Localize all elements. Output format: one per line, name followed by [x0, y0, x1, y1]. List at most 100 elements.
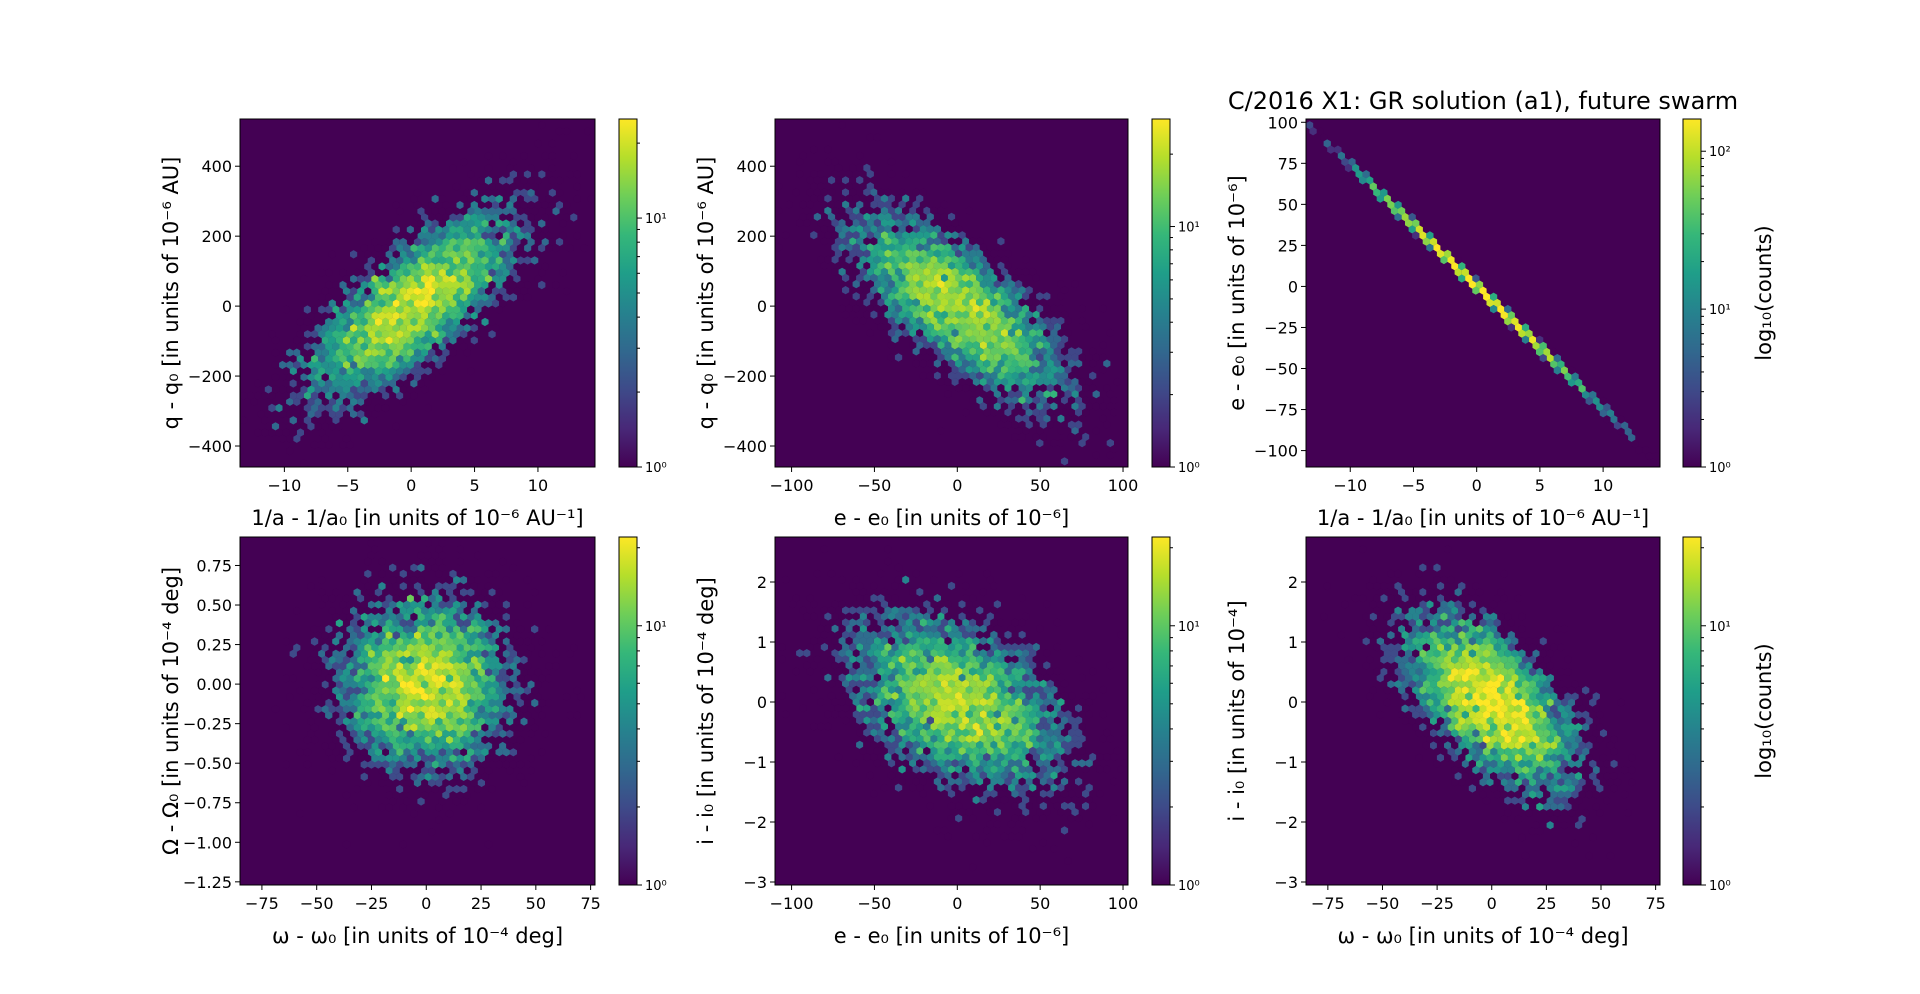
colorbar-tick-label: 10⁰ — [1178, 461, 1200, 476]
hexbin-cell — [1468, 784, 1476, 793]
hexbin-cell — [424, 563, 432, 572]
hexbin-cell — [1022, 685, 1030, 694]
hexbin-cell — [364, 336, 372, 345]
hexbin-cell — [463, 606, 471, 615]
hexbin-cell — [399, 385, 407, 394]
hexbin-cell — [410, 637, 418, 646]
hexbin-cell — [460, 735, 468, 745]
hexbin-cell — [1029, 844, 1037, 853]
hexbin-cell — [428, 655, 436, 665]
hexbin-cell — [1046, 728, 1054, 737]
hexbin-cell — [1412, 710, 1420, 719]
hexbin-cell — [424, 256, 432, 265]
hexbin-cell — [410, 231, 418, 240]
hexbin-cell — [972, 661, 980, 670]
hexbin-cell — [838, 600, 846, 609]
hexbin-cell — [856, 606, 864, 615]
hexbin-cell — [1032, 740, 1040, 749]
hexbin-cell — [820, 261, 828, 270]
hexbin-cell — [972, 771, 980, 780]
hexbin-cell — [421, 311, 429, 320]
hexbin-cell — [1046, 322, 1054, 331]
hexbin-cell — [360, 612, 368, 622]
hexbin-cell — [1071, 426, 1079, 435]
hexbin-cell — [1390, 600, 1399, 609]
hexbin-cell — [993, 685, 1001, 694]
hexbin-cell — [1599, 753, 1607, 762]
hexbin-cell — [1475, 612, 1484, 621]
hexbin-cell — [1589, 698, 1597, 707]
hexbin-cell — [1472, 778, 1480, 787]
hexbin-cell — [1007, 661, 1016, 670]
hexbin-cell — [1341, 157, 1349, 167]
hexbin-cell — [870, 667, 878, 676]
hexbin-cell — [905, 691, 913, 701]
hexbin-cell — [406, 225, 414, 234]
hexbin-cell — [926, 237, 934, 246]
hexbin-cell — [923, 231, 931, 240]
hexbin-cell — [527, 680, 535, 689]
hexbin-cell — [1514, 594, 1522, 603]
hexbin-cell — [410, 563, 418, 572]
hexbin-cell — [1497, 710, 1505, 719]
hexbin-cell — [1518, 329, 1526, 338]
hexbin-cell — [1029, 316, 1037, 325]
hexbin-cell — [1444, 262, 1452, 271]
hexbin-cell — [488, 588, 496, 597]
hexbin-cell — [1000, 267, 1009, 276]
hexbin-cell — [399, 348, 407, 357]
hexbin-cell — [1536, 741, 1544, 750]
hexbin-cell — [516, 256, 525, 265]
hexbin-cell — [328, 643, 336, 652]
hexbin-cell — [410, 661, 418, 671]
hexbin-cell — [1482, 649, 1491, 658]
hexbin-cell — [1082, 801, 1090, 811]
hexbin-cell — [919, 347, 927, 356]
hexbin-cell — [1050, 759, 1058, 768]
hexbin-cell — [1514, 716, 1522, 726]
hexbin-cell — [986, 722, 994, 731]
hexbin-cell — [545, 625, 553, 634]
hexbin-cell — [1000, 292, 1009, 301]
hexbin-cell — [339, 649, 347, 658]
hexbin-cell — [406, 692, 414, 701]
hexbin-cell — [905, 630, 913, 639]
hexbin-cell — [1426, 710, 1434, 719]
hexbin-cell — [912, 606, 920, 615]
hexbin-cell — [509, 698, 517, 708]
hexbin-cell — [1490, 292, 1498, 301]
hexbin-cell — [919, 273, 927, 283]
hexbin-cell — [428, 754, 436, 763]
hexbin-cell — [877, 630, 885, 639]
hexbin-cell — [916, 612, 924, 621]
hexbin-cell — [449, 336, 457, 345]
hexbin-cell — [856, 728, 864, 737]
hexbin-cell — [898, 752, 906, 762]
hexbin-cell — [1426, 231, 1434, 240]
hexbin-cell — [509, 256, 517, 265]
hexbin-cell — [1043, 316, 1051, 325]
hexbin-cell — [442, 262, 450, 271]
hexbin-cell — [993, 316, 1001, 325]
hexbin-cell — [1099, 734, 1107, 743]
hexbin-cell — [1050, 795, 1058, 805]
hexbin-cell — [926, 667, 934, 676]
hexbin-cell — [969, 334, 977, 344]
hexbin-cell — [286, 385, 294, 394]
hexbin-cell — [438, 661, 446, 671]
hexbin-cell — [531, 194, 539, 204]
hexbin-cell — [842, 237, 850, 246]
hexbin-cell — [1412, 698, 1420, 707]
hexbin-cell — [1000, 710, 1009, 719]
hexbin-cell — [1057, 365, 1065, 374]
hexbin-cell — [1018, 814, 1026, 823]
hexbin-cell — [403, 661, 411, 671]
hexbin-cell — [1546, 735, 1554, 744]
hexbin-cell — [863, 273, 871, 283]
hexbin-cell — [474, 760, 482, 769]
hexbin-cell — [1528, 655, 1537, 664]
hexbin-cell — [1472, 716, 1480, 726]
hexbin-cell — [410, 649, 418, 658]
hexbin-cell — [1022, 710, 1030, 719]
hexbin-cell — [1043, 710, 1051, 719]
